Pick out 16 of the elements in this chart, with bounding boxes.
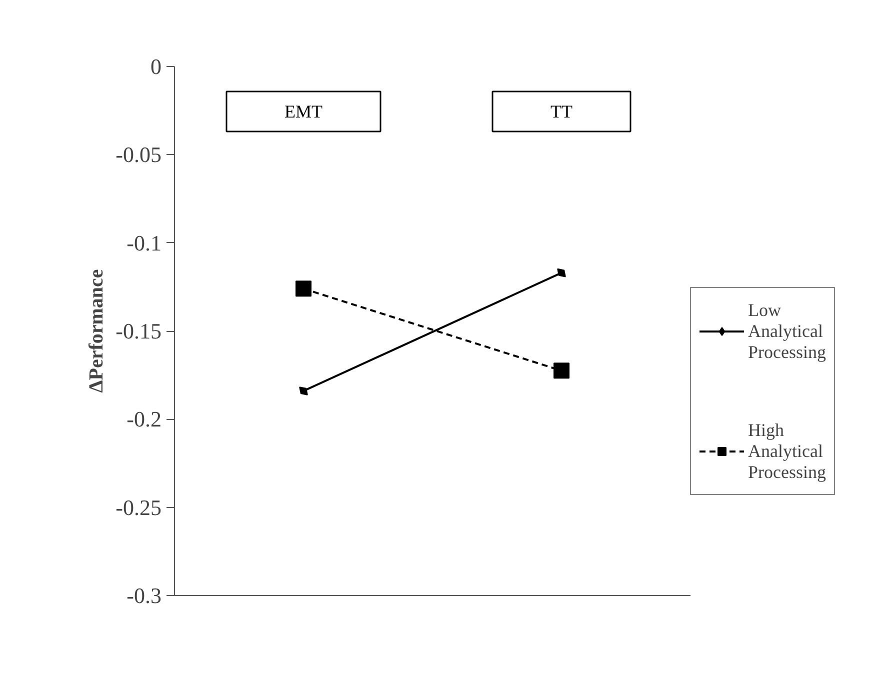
y-tick-label: -0.1 — [126, 230, 162, 256]
legend-label: High Analytical Processing — [748, 418, 826, 484]
legend-label: Low Analytical Processing — [748, 298, 826, 364]
x-tick-label: EMT — [284, 101, 322, 122]
point — [554, 362, 570, 379]
y-tick-label: -0.25 — [116, 494, 162, 520]
y-tick-label: -0.15 — [116, 318, 162, 344]
point — [296, 280, 312, 297]
point — [557, 268, 566, 278]
y-tick-label: -0.05 — [116, 142, 162, 168]
point — [299, 386, 308, 396]
x-tick-label: TT — [550, 101, 573, 122]
y-tick-label: 0 — [150, 54, 162, 79]
y-axis-title: ΔPerformance — [86, 269, 108, 393]
y-tick-label: -0.3 — [126, 583, 162, 608]
y-tick-label: -0.2 — [126, 406, 162, 432]
